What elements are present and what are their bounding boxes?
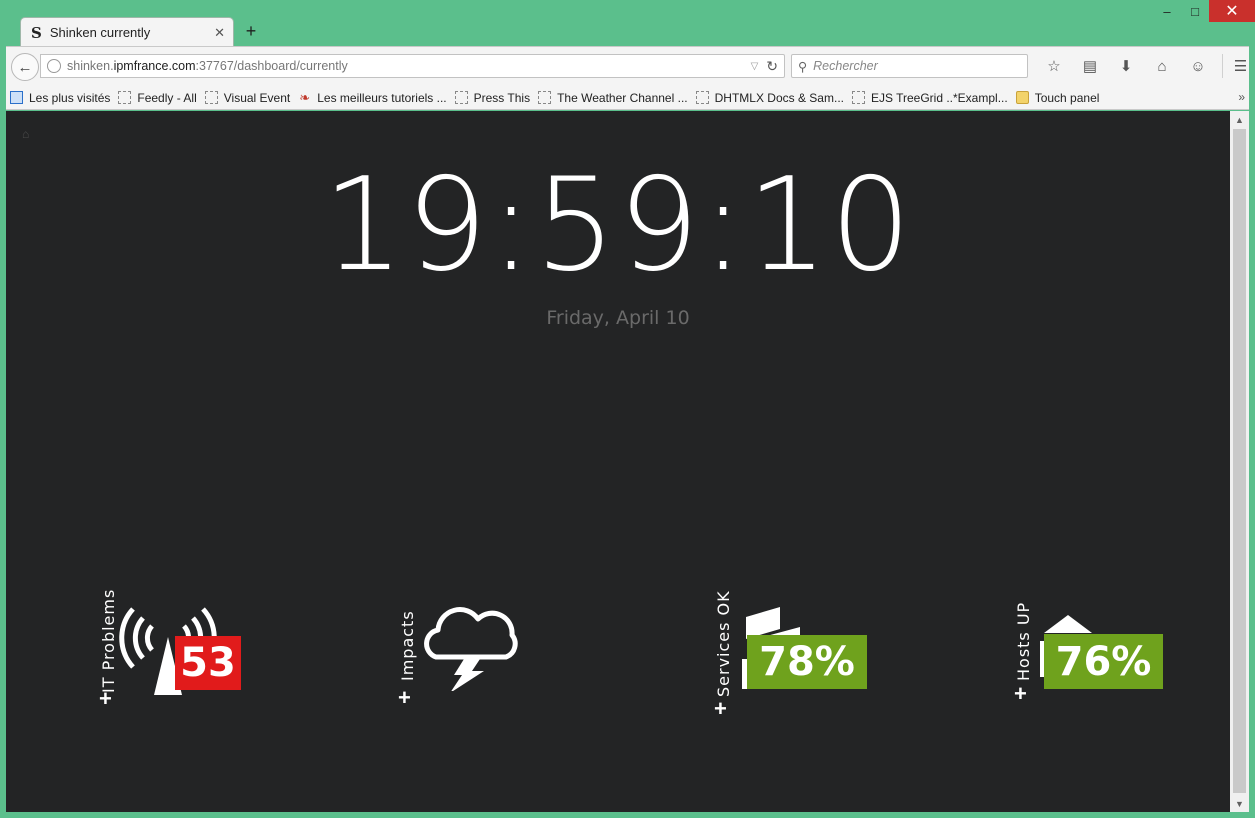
- navigation-toolbar: ← shinken.ipmfrance.com:37767/dashboard/…: [6, 46, 1249, 86]
- tab-title: Shinken currently: [49, 25, 151, 40]
- reload-icon[interactable]: ↻: [766, 57, 778, 74]
- new-tab-button[interactable]: +: [245, 20, 257, 41]
- browser-tab[interactable]: S Shinken currently ✕: [20, 17, 234, 47]
- bookmark-star-icon[interactable]: ☆: [1047, 58, 1061, 75]
- dashboard-page: ⌂ 19:59:10 Friday, April 10 IT Problems …: [6, 111, 1230, 812]
- bookmark-item[interactable]: Press This: [454, 90, 531, 105]
- url-host: ipmfrance.com: [113, 59, 196, 73]
- url-text: shinken.ipmfrance.com:37767/dashboard/cu…: [67, 59, 751, 73]
- bookmark-label: Touch panel: [1034, 90, 1100, 105]
- bookmark-item[interactable]: Touch panel: [1015, 90, 1100, 105]
- bookmark-label: The Weather Channel ...: [557, 90, 688, 105]
- hosts-up-percent: 76%: [1044, 634, 1163, 689]
- hosts-up-widget[interactable]: Hosts UP + 76%: [1010, 581, 1180, 721]
- chat-icon[interactable]: ☺: [1190, 57, 1206, 75]
- plus-icon[interactable]: +: [1014, 681, 1027, 706]
- download-icon[interactable]: ⬇: [1119, 58, 1133, 75]
- page-icon: [538, 91, 552, 104]
- bookmark-item[interactable]: ❧ Les meilleurs tutoriels ...: [298, 89, 447, 105]
- services-ok-label: Services OK: [714, 590, 733, 697]
- bookmarks-bar: Les plus visités Feedly - All Visual Eve…: [6, 86, 1249, 110]
- page-icon: [851, 91, 865, 104]
- page-icon: [695, 91, 709, 104]
- vertical-scrollbar[interactable]: ▲ ▼: [1230, 111, 1249, 812]
- bookmark-item[interactable]: DHTMLX Docs & Sam...: [695, 90, 844, 105]
- close-tab-icon[interactable]: ✕: [214, 24, 225, 40]
- services-ok-percent: 78%: [747, 635, 867, 689]
- hosts-up-label: Hosts UP: [1014, 601, 1033, 681]
- shinken-favicon-icon: S: [31, 23, 42, 42]
- it-problems-count: 53: [175, 636, 241, 690]
- home-icon[interactable]: ⌂: [1157, 57, 1167, 75]
- bookmark-label: Les plus visités: [29, 90, 111, 105]
- clock-time: 19:59:10: [322, 151, 914, 300]
- arrow-left-icon: ←: [17, 58, 33, 76]
- back-button[interactable]: ←: [11, 53, 39, 81]
- bookmark-label: Feedly - All: [137, 90, 197, 105]
- bookmark-label: Press This: [473, 90, 531, 105]
- plus-icon[interactable]: +: [99, 686, 112, 711]
- bookmark-item[interactable]: Les plus visités: [10, 91, 110, 105]
- scroll-up-icon[interactable]: ▲: [1235, 114, 1244, 125]
- storm-cloud-icon: [424, 607, 518, 691]
- chevron-more-icon[interactable]: »: [1238, 90, 1245, 104]
- bookmark-label: DHTMLX Docs & Sam...: [714, 90, 844, 105]
- bookmark-item[interactable]: EJS TreeGrid ..*Exampl...: [851, 90, 1008, 105]
- impacts-widget[interactable]: Impacts +: [394, 581, 554, 721]
- clock-date: Friday, April 10: [546, 307, 690, 329]
- page-icon: [454, 91, 468, 104]
- window-controls: – □ ✕: [1153, 0, 1255, 24]
- most-visited-icon: [10, 91, 23, 104]
- globe-icon: [47, 59, 61, 73]
- scroll-down-icon[interactable]: ▼: [1235, 798, 1244, 809]
- services-ok-widget[interactable]: Services OK + 78%: [710, 581, 880, 721]
- maximize-button[interactable]: □: [1191, 3, 1199, 19]
- scrollbar-thumb[interactable]: [1233, 129, 1246, 793]
- impacts-label: Impacts: [398, 610, 417, 681]
- url-host-prefix: shinken.: [67, 59, 114, 73]
- bookmark-label: Les meilleurs tutoriels ...: [317, 90, 447, 105]
- close-window-button[interactable]: ✕: [1209, 0, 1255, 22]
- toolbar-icons: ☆ ▤ ⬇ ⌂ ☺ ☰: [1036, 54, 1255, 78]
- bookmark-label: Visual Event: [223, 90, 291, 105]
- site-favicon-icon: ❧: [299, 89, 311, 105]
- bookmark-item[interactable]: Feedly - All: [118, 90, 197, 105]
- bookmark-label: EJS TreeGrid ..*Exampl...: [870, 90, 1008, 105]
- plus-icon[interactable]: +: [714, 696, 727, 721]
- search-icon: ⚲: [798, 59, 808, 74]
- home-icon[interactable]: ⌂: [22, 127, 30, 141]
- url-dropdown-icon[interactable]: ▽: [750, 60, 759, 72]
- bookmark-item[interactable]: Visual Event: [204, 90, 291, 105]
- minimize-button[interactable]: –: [1163, 3, 1171, 19]
- it-problems-widget[interactable]: IT Problems + 53: [96, 581, 256, 721]
- bookmark-item[interactable]: The Weather Channel ...: [538, 91, 688, 105]
- page-icon: [204, 91, 218, 104]
- address-bar[interactable]: shinken.ipmfrance.com:37767/dashboard/cu…: [40, 54, 785, 78]
- folder-icon: [1015, 91, 1029, 104]
- search-placeholder: Rechercher: [813, 59, 878, 73]
- plus-icon[interactable]: +: [398, 685, 411, 710]
- url-path: :37767/dashboard/currently: [195, 59, 348, 73]
- hamburger-menu-icon[interactable]: ☰: [1222, 54, 1255, 78]
- reading-list-icon[interactable]: ▤: [1082, 58, 1098, 75]
- search-box[interactable]: ⚲ Rechercher: [791, 54, 1028, 78]
- page-icon: [118, 91, 132, 104]
